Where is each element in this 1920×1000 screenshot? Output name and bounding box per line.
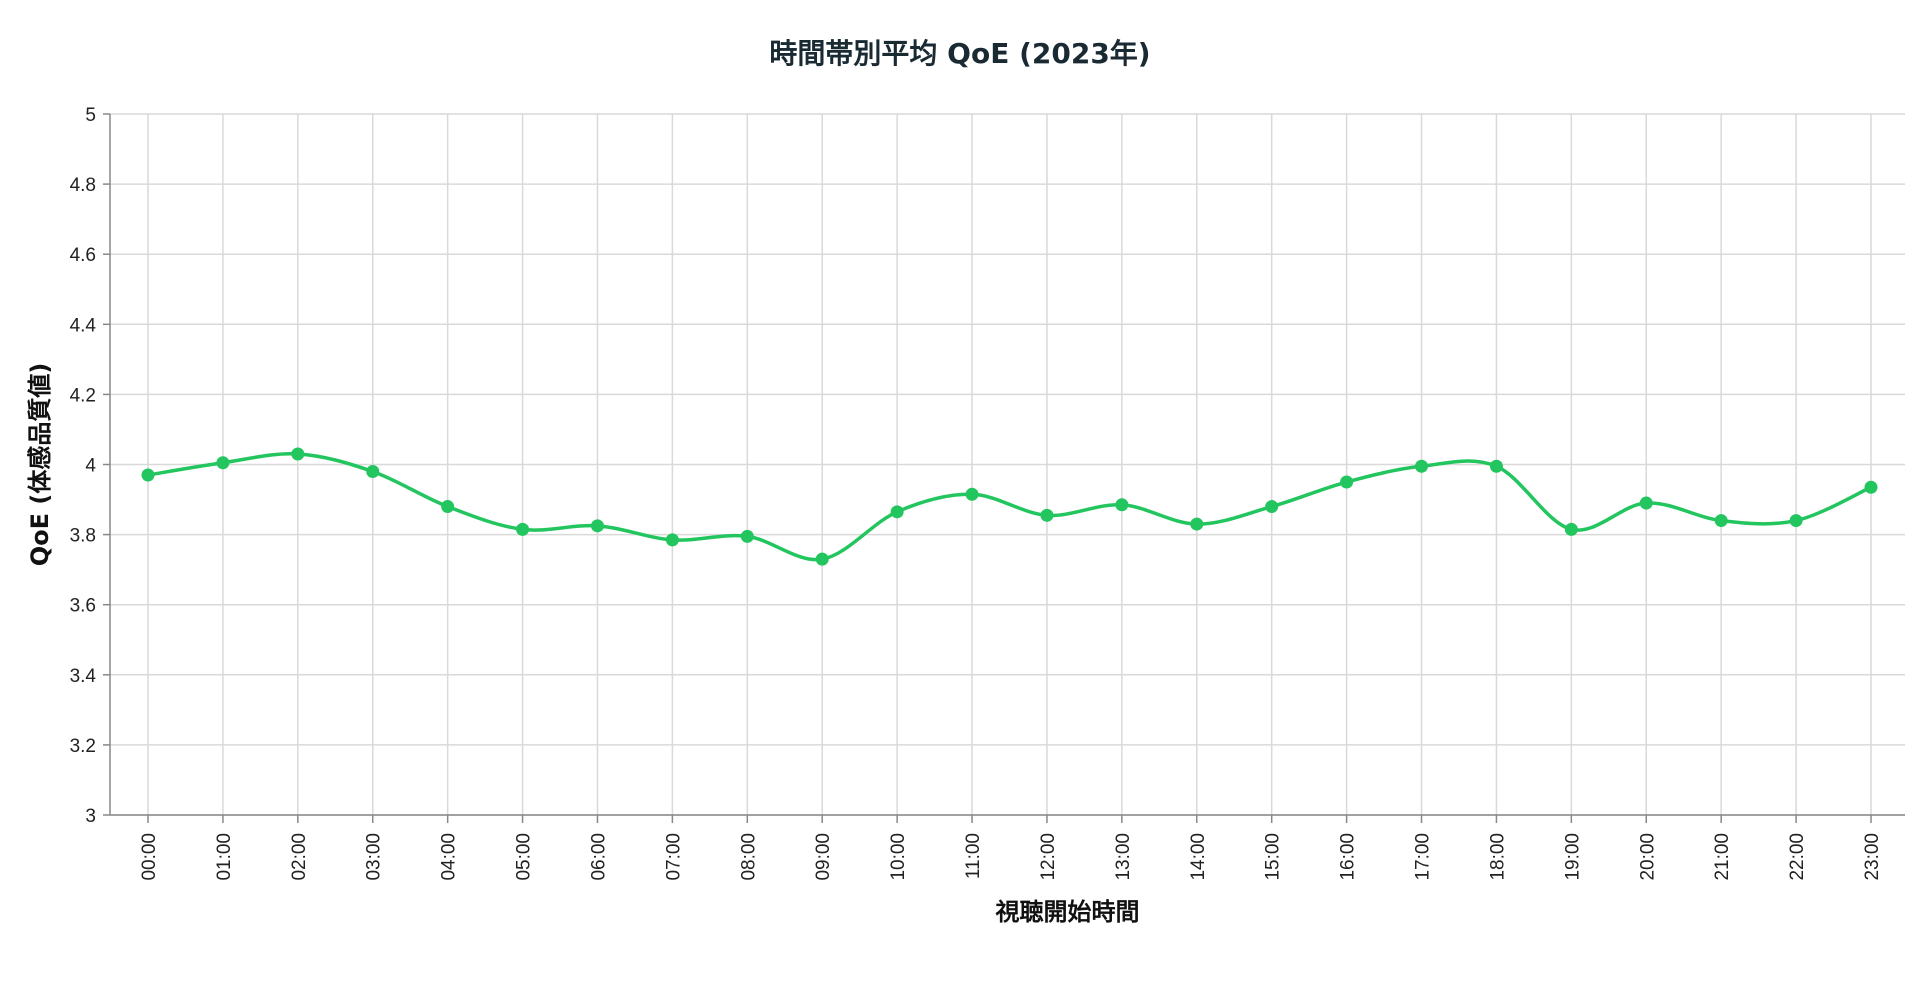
x-tick-label: 08:00	[738, 833, 759, 881]
data-point	[291, 447, 305, 461]
y-tick-label: 3.8	[70, 526, 96, 547]
y-axis-title: QoE (体感品質値)	[26, 363, 54, 567]
data-point	[1639, 496, 1653, 510]
x-tick-label: 12:00	[1038, 833, 1059, 881]
data-point	[815, 552, 829, 566]
x-tick-label: 13:00	[1113, 833, 1134, 881]
y-tick-label: 4.8	[70, 175, 96, 196]
data-point	[1115, 498, 1129, 512]
x-tick-label: 01:00	[214, 833, 235, 881]
x-tick-label: 09:00	[813, 833, 834, 881]
y-tick-label: 4.6	[70, 245, 96, 266]
y-tick-label: 3.6	[70, 596, 96, 617]
data-point	[1789, 514, 1803, 528]
data-point	[965, 487, 979, 501]
x-tick-label: 21:00	[1712, 833, 1733, 881]
x-tick-label: 22:00	[1787, 833, 1808, 881]
x-tick-label: 18:00	[1487, 833, 1508, 881]
x-tick-label: 05:00	[514, 833, 535, 881]
y-tick-label: 3.4	[70, 666, 97, 687]
x-tick-label: 10:00	[888, 833, 909, 881]
y-tick-label: 4	[85, 456, 96, 477]
y-tick-label: 5	[85, 105, 96, 126]
x-tick-label: 20:00	[1637, 833, 1658, 881]
data-point	[216, 456, 230, 470]
x-tick-label: 04:00	[439, 833, 460, 881]
x-axis-title: 視聴開始時間	[995, 898, 1140, 926]
x-tick-label: 14:00	[1188, 833, 1209, 881]
x-tick-label: 02:00	[289, 833, 310, 881]
data-point	[740, 529, 754, 543]
data-point	[1040, 508, 1054, 522]
data-point	[441, 500, 455, 514]
grid-lines	[110, 113, 1905, 816]
y-tick-label: 3	[85, 806, 96, 827]
data-point	[665, 533, 679, 547]
x-tick-label: 07:00	[663, 833, 684, 881]
x-tick-label: 16:00	[1338, 833, 1359, 881]
data-point	[1864, 480, 1878, 494]
data-point	[141, 468, 155, 482]
data-point	[516, 522, 530, 536]
x-axis-ticks: 00:00 01:00 02:00 03:00 04:00 05:00 06:00 07:00…	[139, 815, 1883, 881]
y-tick-label: 3.2	[70, 736, 96, 757]
data-point	[1714, 514, 1728, 528]
data-point	[1190, 517, 1204, 531]
data-point	[590, 519, 604, 533]
x-tick-label: 23:00	[1862, 833, 1883, 881]
y-axis-ticks: 3 3.2 3.4 3.6 3.8 4 4.2 4.4 4.6 4.8 5	[70, 105, 110, 827]
x-tick-label: 11:00	[963, 833, 984, 879]
data-point	[366, 465, 380, 479]
x-tick-label: 00:00	[139, 833, 160, 881]
y-tick-label: 4.4	[70, 315, 97, 336]
y-tick-label: 4.2	[70, 385, 96, 406]
x-tick-label: 06:00	[588, 833, 609, 881]
data-point	[1564, 522, 1578, 536]
series-line	[147, 452, 1872, 562]
data-point	[1265, 500, 1279, 514]
x-tick-label: 19:00	[1562, 833, 1583, 881]
data-point	[1340, 475, 1354, 489]
x-tick-label: 03:00	[364, 833, 385, 881]
chart-title: 時間帯別平均 QoE (2023年)	[769, 37, 1151, 70]
data-point	[1489, 459, 1503, 473]
x-tick-label: 17:00	[1413, 833, 1434, 881]
data-point	[1415, 459, 1429, 473]
data-point	[890, 505, 904, 519]
x-tick-label: 15:00	[1263, 833, 1284, 881]
series	[141, 447, 1878, 566]
